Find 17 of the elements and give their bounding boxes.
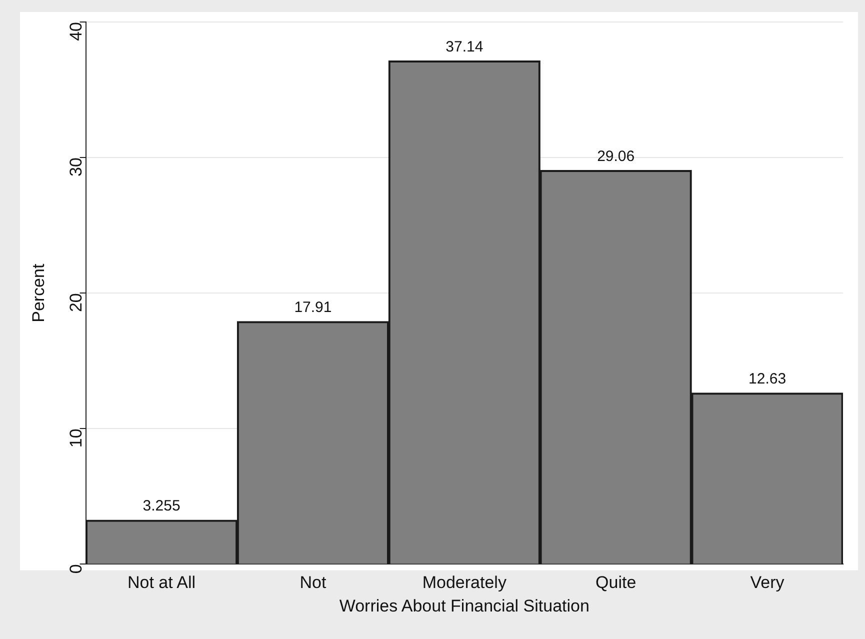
x-axis-title: Worries About Financial Situation (339, 596, 590, 616)
data-label: 12.63 (748, 370, 786, 388)
y-tick-label: 10 (66, 428, 86, 448)
data-label: 29.06 (597, 148, 635, 165)
data-label: 3.255 (142, 498, 180, 515)
y-axis-title: Percent (28, 264, 48, 322)
y-tick-label: 40 (66, 22, 86, 41)
x-tick-label: Moderately (422, 573, 507, 592)
y-tick-label: 20 (66, 293, 86, 312)
x-tick-label: Quite (596, 573, 636, 592)
y-tick-label: 0 (66, 564, 86, 574)
x-tick-label: Not (300, 573, 326, 592)
data-label: 17.91 (294, 299, 332, 316)
y-tick-label: 30 (66, 158, 86, 176)
x-tick-label: Very (750, 573, 785, 592)
x-tick-label: Not at All (127, 573, 196, 592)
data-label: 37.14 (446, 38, 484, 56)
